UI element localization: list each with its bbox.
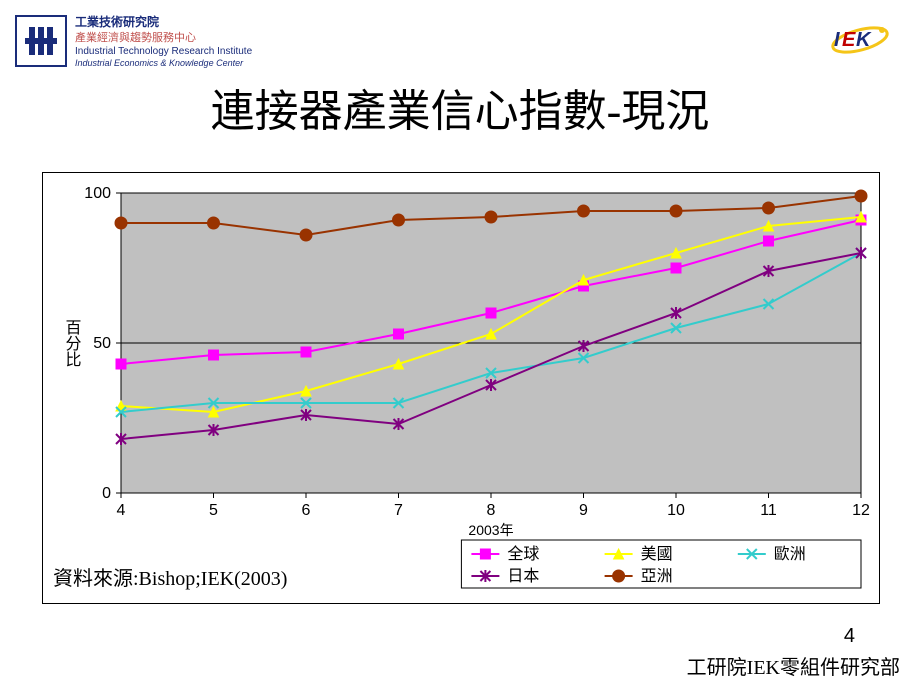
- svg-text:歐洲: 歐洲: [774, 545, 806, 563]
- svg-text:9: 9: [579, 502, 588, 519]
- itri-logo: [15, 15, 67, 67]
- svg-text:0: 0: [102, 485, 111, 502]
- svg-text:K: K: [856, 29, 872, 51]
- svg-text:12: 12: [852, 502, 870, 519]
- svg-text:100: 100: [84, 185, 111, 202]
- svg-text:8: 8: [487, 502, 496, 519]
- svg-text:亞洲: 亞洲: [641, 568, 673, 585]
- svg-text:百分比: 百分比: [63, 319, 82, 367]
- page-number: 4: [844, 625, 855, 648]
- page-title: 連接器產業信心指數-現況: [0, 75, 920, 139]
- svg-text:6: 6: [302, 502, 311, 519]
- org-dept-en: Industrial Economics & Knowledge Center: [75, 58, 252, 70]
- svg-text:11: 11: [760, 502, 777, 519]
- footer-text: 工研院IEK零組件研究部: [687, 651, 900, 680]
- org-text: 工業技術研究院 產業經濟與趨勢服務中心 Industrial Technolog…: [75, 15, 252, 70]
- svg-text:E: E: [842, 29, 856, 51]
- svg-text:50: 50: [93, 335, 111, 352]
- confidence-chart: 0 50 100 4 5 6 7 8 9 10 11 12 2003年 百分比全球 美國 歐洲日本 亞洲: [43, 173, 879, 603]
- svg-text:美國: 美國: [641, 545, 673, 563]
- svg-text:7: 7: [394, 502, 403, 519]
- org-name-zh: 工業技術研究院: [75, 15, 252, 31]
- svg-text:全球: 全球: [507, 545, 539, 563]
- org-dept-zh: 產業經濟與趨勢服務中心: [75, 31, 252, 45]
- chart-frame: 0 50 100 4 5 6 7 8 9 10 11 12 2003年 百分比全球 美國 歐洲日本 亞洲 資料來…: [42, 172, 880, 604]
- iek-logo: E I K: [830, 20, 890, 60]
- svg-text:5: 5: [209, 502, 218, 519]
- svg-text:2003年: 2003年: [468, 522, 513, 538]
- svg-text:4: 4: [117, 502, 126, 519]
- svg-text:10: 10: [667, 502, 685, 519]
- org-header: 工業技術研究院 產業經濟與趨勢服務中心 Industrial Technolog…: [15, 15, 252, 70]
- svg-text:I: I: [834, 29, 840, 51]
- svg-text:日本: 日本: [507, 567, 539, 585]
- chart-source: 資料來源:Bishop;IEK(2003): [53, 562, 287, 591]
- org-name-en: Industrial Technology Research Institute: [75, 45, 252, 58]
